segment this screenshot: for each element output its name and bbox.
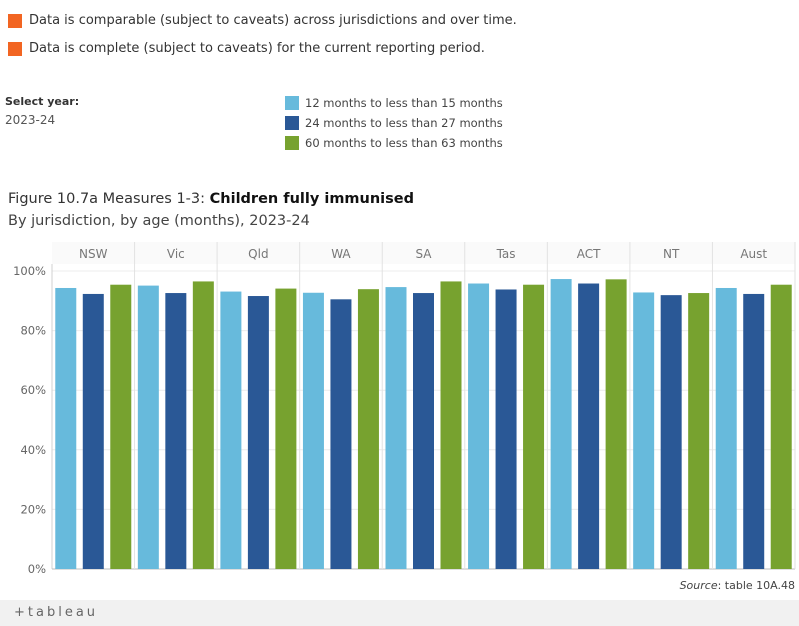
bar-qld-0 (220, 291, 242, 569)
bar-aust-0 (715, 287, 737, 569)
y-tick-label: 20% (20, 502, 46, 516)
bar-nt-2 (688, 293, 710, 569)
bar-nt-0 (633, 292, 655, 569)
bar-vic-2 (192, 281, 214, 569)
legend-item-24-27[interactable]: 24 months to less than 27 months (285, 113, 503, 133)
bar-tas-0 (468, 283, 490, 569)
bar-chart: 0% 20% 40% 60% 80% 100% NSW Vic Qld WA SA Tas ACT NT A… (13, 242, 796, 575)
bar-sa-2 (440, 281, 462, 569)
category-label: Qld (248, 247, 268, 261)
bar-aust-1 (743, 293, 765, 569)
legend-label: 24 months to less than 27 months (305, 116, 503, 130)
bar-nsw-2 (110, 284, 132, 569)
figure-subtitle: By jurisdiction, by age (months), 2023-2… (8, 213, 310, 229)
year-filter-label: Select year: (5, 95, 80, 108)
source-note: Source: table 10A.48 (680, 579, 795, 592)
source-label: Source (679, 579, 718, 592)
tableau-logo[interactable]: +tableau (14, 605, 99, 620)
legend: 12 months to less than 15 months 24 mont… (285, 93, 503, 153)
legend-item-60-63[interactable]: 60 months to less than 63 months (285, 133, 503, 153)
legend-label: 12 months to less than 15 months (305, 96, 503, 110)
bar-nsw-1 (82, 293, 104, 569)
legend-label: 60 months to less than 63 months (305, 136, 503, 150)
category-label: NT (663, 247, 680, 261)
legend-swatch (285, 116, 299, 130)
bar-act-2 (605, 279, 627, 569)
bar-vic-0 (137, 285, 159, 569)
orange-flag-icon (8, 41, 22, 56)
category-label: Vic (167, 247, 185, 261)
y-tick-label: 0% (28, 562, 46, 575)
y-tick-label: 60% (20, 383, 46, 397)
bar-aust-2 (770, 284, 792, 569)
bar-nt-1 (660, 295, 682, 569)
bar-sa-1 (413, 293, 434, 569)
bar-wa-0 (302, 292, 324, 569)
y-tick-label: 40% (20, 443, 46, 457)
bar-qld-1 (247, 296, 269, 569)
legend-swatch (285, 136, 299, 150)
bar-act-1 (578, 283, 600, 569)
bar-vic-1 (165, 293, 187, 569)
category-label: SA (415, 247, 432, 261)
bar-sa-0 (385, 287, 407, 569)
bar-wa-1 (330, 299, 352, 569)
figure-title-prefix: Figure 10.7a Measures 1-3: (8, 191, 210, 207)
bar-tas-2 (523, 284, 545, 569)
category-label: Tas (496, 247, 516, 261)
y-tick-label: 100% (13, 264, 46, 278)
column-header-band (52, 242, 795, 264)
footer-bar: +tableau (0, 600, 799, 626)
bar-wa-2 (357, 289, 379, 569)
category-label: WA (331, 247, 351, 261)
legend-swatch (285, 96, 299, 110)
y-tick-label: 80% (20, 324, 46, 338)
category-label: ACT (577, 247, 601, 261)
legend-item-12-15[interactable]: 12 months to less than 15 months (285, 93, 503, 113)
note-complete-text: Data is complete (subject to caveats) fo… (29, 41, 485, 56)
figure-title: Figure 10.7a Measures 1-3: Children full… (8, 191, 414, 207)
category-label: Aust (740, 247, 767, 261)
year-filter-value[interactable]: 2023-24 (5, 113, 56, 127)
bar-qld-2 (275, 288, 297, 569)
orange-flag-icon (8, 13, 22, 28)
note-comparable-text: Data is comparable (subject to caveats) … (29, 13, 517, 28)
source-text: : table 10A.48 (717, 579, 795, 592)
bar-tas-1 (495, 289, 517, 569)
category-label: NSW (79, 247, 108, 261)
note-comparable: Data is comparable (subject to caveats) … (8, 13, 517, 28)
bar-nsw-0 (55, 287, 77, 569)
figure-title-main: Children fully immunised (209, 191, 414, 207)
bar-act-0 (550, 279, 572, 569)
note-complete: Data is complete (subject to caveats) fo… (8, 41, 485, 56)
